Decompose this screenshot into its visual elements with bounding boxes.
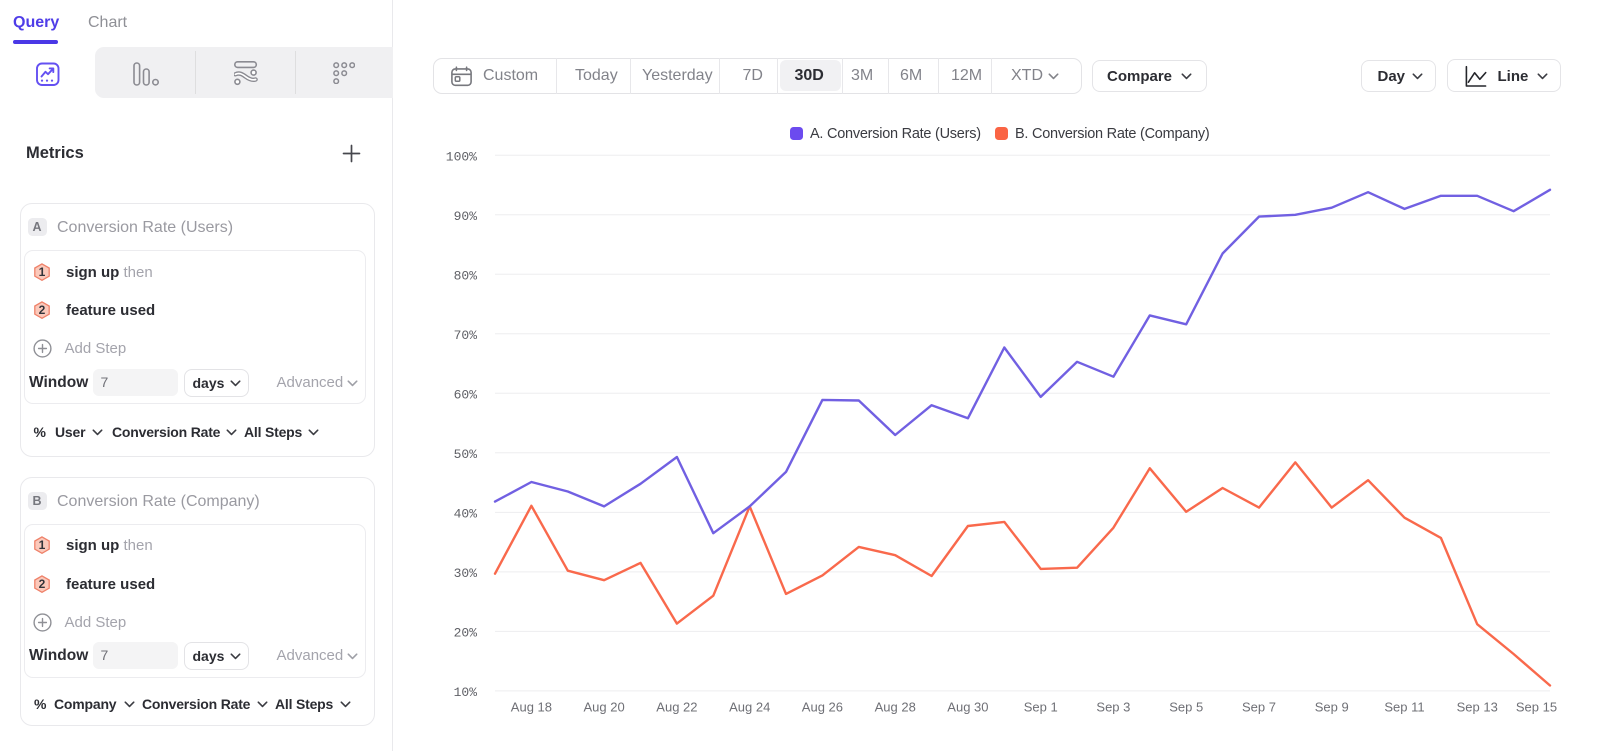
svg-text:Aug 18: Aug 18 — [511, 700, 552, 715]
svg-text:70%: 70% — [454, 328, 478, 343]
svg-text:Sep 15: Sep 15 — [1516, 700, 1557, 715]
svg-text:Aug 28: Aug 28 — [875, 700, 916, 715]
svg-text:1: 1 — [39, 265, 46, 279]
svg-text:Sep 13: Sep 13 — [1457, 700, 1498, 715]
svg-text:100%: 100% — [446, 150, 477, 165]
svg-text:Sep 7: Sep 7 — [1242, 700, 1276, 715]
svg-text:Aug 20: Aug 20 — [583, 700, 624, 715]
svg-text:Sep 3: Sep 3 — [1096, 700, 1130, 715]
svg-text:Aug 30: Aug 30 — [947, 700, 988, 715]
svg-text:Sep 5: Sep 5 — [1169, 700, 1203, 715]
svg-text:40%: 40% — [454, 507, 478, 522]
svg-text:2: 2 — [39, 577, 46, 591]
svg-text:2: 2 — [39, 303, 46, 317]
svg-text:Sep 11: Sep 11 — [1384, 700, 1424, 715]
svg-text:Sep 1: Sep 1 — [1024, 700, 1058, 715]
svg-text:60%: 60% — [454, 388, 478, 403]
svg-text:80%: 80% — [454, 269, 478, 284]
svg-text:90%: 90% — [454, 209, 478, 224]
svg-text:Sep 9: Sep 9 — [1315, 700, 1349, 715]
svg-text:50%: 50% — [454, 447, 478, 462]
svg-text:Aug 24: Aug 24 — [729, 700, 770, 715]
svg-text:1: 1 — [39, 538, 46, 552]
svg-text:20%: 20% — [454, 626, 478, 641]
svg-text:10%: 10% — [454, 685, 478, 700]
svg-text:Aug 22: Aug 22 — [656, 700, 697, 715]
svg-text:30%: 30% — [454, 566, 478, 581]
svg-text:Aug 26: Aug 26 — [802, 700, 843, 715]
